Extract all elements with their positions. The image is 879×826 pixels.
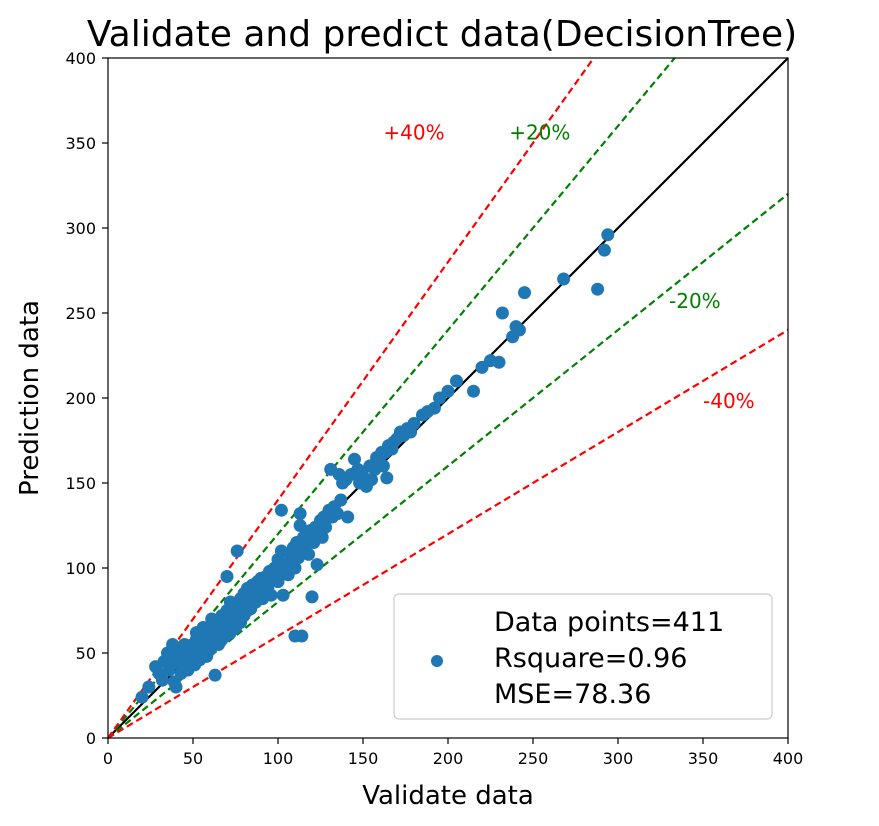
data-point xyxy=(276,588,290,602)
data-point xyxy=(334,493,348,507)
legend-line-1: Data points=411 xyxy=(494,607,724,638)
data-point xyxy=(380,471,394,485)
data-point xyxy=(450,374,463,388)
data-point xyxy=(220,570,234,583)
y-axis-ticks: 0 50 100 150 200 250 300 350 400 xyxy=(65,49,108,748)
legend-marker xyxy=(431,655,443,667)
data-point xyxy=(427,401,441,415)
data-point xyxy=(295,629,309,643)
data-point xyxy=(492,355,506,369)
x-tick-label: 200 xyxy=(433,749,464,768)
data-point xyxy=(348,452,361,466)
data-point xyxy=(142,680,156,694)
data-point xyxy=(315,530,329,544)
chart-title: Validate and predict data(DecisionTree) xyxy=(87,14,797,55)
data-point xyxy=(302,547,316,561)
data-point xyxy=(331,507,344,521)
data-point xyxy=(376,459,390,473)
y-tick-label: 250 xyxy=(65,304,96,323)
legend-line-3: MSE=78.36 xyxy=(494,679,651,710)
data-point xyxy=(274,503,288,517)
data-point xyxy=(341,510,355,524)
x-tick-label: 400 xyxy=(773,749,804,768)
x-tick-label: 350 xyxy=(688,749,719,768)
y-tick-label: 100 xyxy=(65,559,96,578)
data-point xyxy=(162,663,176,677)
data-point xyxy=(407,417,421,430)
data-point xyxy=(597,243,611,257)
data-point xyxy=(305,590,319,604)
y-tick-label: 150 xyxy=(65,474,96,493)
data-point xyxy=(169,680,183,694)
data-point xyxy=(441,384,455,398)
data-point xyxy=(310,558,324,572)
data-point xyxy=(591,282,605,296)
x-tick-label: 100 xyxy=(263,749,294,768)
data-point xyxy=(467,384,480,398)
data-point xyxy=(293,507,307,521)
y-tick-label: 350 xyxy=(65,134,96,153)
y-tick-label: 0 xyxy=(86,729,96,748)
x-tick-label: 250 xyxy=(518,749,549,768)
x-tick-label: 0 xyxy=(103,749,113,768)
x-axis-ticks: 0 50 100 150 200 250 300 350 400 xyxy=(103,738,803,768)
reference-labels: +20% -20% +40% -40% xyxy=(383,121,754,414)
x-axis-title: Validate data xyxy=(362,781,534,811)
y-tick-label: 50 xyxy=(76,644,96,663)
data-point xyxy=(319,520,333,534)
data-point xyxy=(557,272,571,286)
reference-line-minus40pct xyxy=(107,329,789,739)
data-point xyxy=(288,561,302,575)
data-point xyxy=(208,668,222,682)
legend-box xyxy=(393,593,773,720)
data-point xyxy=(512,323,526,337)
data-point xyxy=(135,690,149,704)
y-axis-title: Prediction data xyxy=(15,300,45,496)
data-point xyxy=(518,286,531,300)
data-point xyxy=(155,673,169,687)
reference-line-plus40pct xyxy=(107,57,595,739)
reference-label: -40% xyxy=(703,389,755,413)
reference-label: -20% xyxy=(669,289,721,313)
data-point xyxy=(495,306,509,320)
data-point xyxy=(601,228,615,242)
legend: Data points=411 Rsquare=0.96 MSE=78.36 xyxy=(393,593,773,720)
data-point xyxy=(230,544,244,558)
y-tick-label: 300 xyxy=(65,219,96,238)
y-tick-label: 200 xyxy=(65,389,96,408)
x-tick-label: 50 xyxy=(183,749,203,768)
x-tick-label: 300 xyxy=(603,749,634,768)
data-point xyxy=(271,575,285,589)
y-tick-label: 400 xyxy=(65,49,96,68)
reference-label: +40% xyxy=(383,121,444,145)
legend-line-2: Rsquare=0.96 xyxy=(494,643,687,674)
data-points xyxy=(135,228,615,704)
x-tick-label: 150 xyxy=(348,749,379,768)
data-point xyxy=(264,588,278,602)
reference-label: +20% xyxy=(509,121,570,145)
data-point xyxy=(365,473,378,487)
